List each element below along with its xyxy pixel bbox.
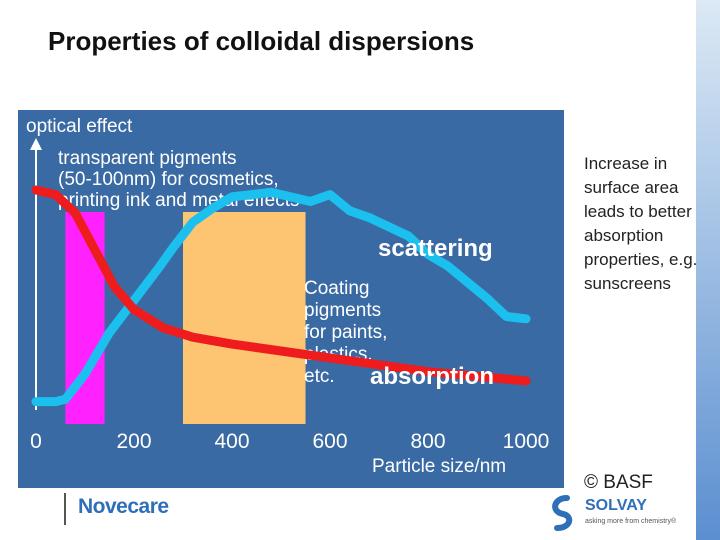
band-0-label-line: transparent pigments <box>58 148 237 169</box>
y-axis-label: optical effect <box>26 116 133 137</box>
band-1-label-line: etc. <box>304 366 335 387</box>
solvay-s-icon <box>552 495 573 531</box>
side-accent-bar <box>696 0 720 540</box>
scattering-line <box>31 187 531 407</box>
footer-divider <box>64 493 66 525</box>
side-note: Increase in surface area leads to better… <box>584 154 698 293</box>
band-1-label-line: for paints, <box>304 322 387 343</box>
absorption-line <box>31 185 531 386</box>
particle-size-chart: transparent pigments(50-100nm) for cosme… <box>18 110 564 488</box>
x-tick-label: 0 <box>30 430 42 453</box>
x-axis-label: Particle size/nm <box>372 456 506 477</box>
x-tick-label: 1000 <box>503 430 550 453</box>
band-1-label-line: Coating <box>304 278 370 299</box>
x-tick-label: 200 <box>116 430 151 453</box>
x-tick-label: 800 <box>410 430 445 453</box>
x-tick-label: 600 <box>312 430 347 453</box>
solvay-logo <box>552 495 573 531</box>
y-axis-arrow <box>30 138 42 150</box>
band-0-label-line: (50-100nm) for cosmetics, <box>58 169 279 190</box>
solvay-tagline: asking more from chemistry® <box>585 518 677 525</box>
copyright-credit: © BASF <box>584 472 653 493</box>
band-1 <box>183 212 306 424</box>
band-1-label-line: pigments <box>304 300 381 321</box>
scattering-label: scattering <box>378 235 493 262</box>
solvay-wordmark: SOLVAY <box>585 497 647 514</box>
absorption-label: absorption <box>370 363 494 390</box>
novecare-logo: Novecare <box>78 495 169 518</box>
slide-title: Properties of colloidal dispersions <box>48 26 475 56</box>
x-tick-label: 400 <box>214 430 249 453</box>
